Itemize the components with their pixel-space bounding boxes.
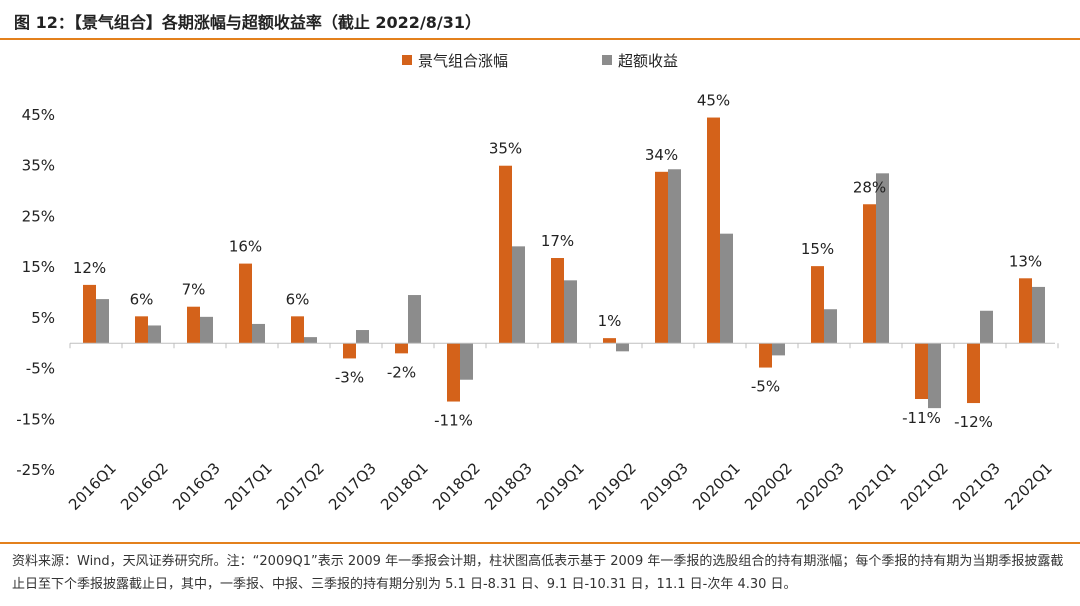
- x-category-label: 2016Q3: [169, 459, 224, 514]
- x-category-label: 2020Q1: [689, 459, 744, 514]
- bar-series1: [83, 284, 96, 344]
- data-label: 6%: [286, 290, 310, 308]
- data-label: 6%: [130, 290, 154, 308]
- bar-series1: [1019, 278, 1032, 344]
- x-category-label: 2020Q3: [793, 459, 848, 514]
- bar-series1: [343, 343, 356, 359]
- data-label: 17%: [541, 232, 574, 250]
- data-label: -11%: [434, 412, 473, 430]
- bar-series1: [187, 306, 200, 344]
- chart-legend: 景气组合涨幅 超额收益: [402, 52, 678, 70]
- bar-series1: [811, 266, 824, 344]
- data-label: 12%: [73, 259, 106, 277]
- bar-series2: [616, 343, 629, 352]
- bar-series1: [759, 343, 772, 368]
- bar-series2: [408, 295, 421, 344]
- x-category-label: 2021Q1: [845, 459, 900, 514]
- data-label: -11%: [902, 409, 941, 427]
- bar-series1: [915, 343, 928, 399]
- bar-series2: [824, 309, 837, 344]
- title-divider: [0, 38, 1080, 40]
- y-tick-label: 35%: [22, 157, 55, 175]
- bar-series2: [564, 280, 577, 344]
- legend-swatch-series1: [402, 55, 412, 65]
- figure-title: 图 12：【景气组合】各期涨幅与超额收益率（截止 2022/8/31）: [14, 13, 482, 32]
- bar-chart: 景气组合涨幅 超额收益 45% 35% 25% 15% 5% -5% -15% -25% 12…: [16, 52, 1059, 514]
- x-category-label: 2020Q2: [741, 459, 796, 514]
- bar-series2: [772, 343, 785, 356]
- data-label: 45%: [697, 92, 730, 110]
- bar-series2: [356, 330, 369, 344]
- y-tick-label: 45%: [22, 106, 55, 124]
- bar-series1: [499, 165, 512, 344]
- bar-series2: [876, 173, 889, 344]
- bar-series1: [603, 338, 616, 344]
- x-category-label: 2017Q1: [221, 459, 276, 514]
- x-category-label: 2018Q1: [377, 459, 432, 514]
- y-tick-label: 15%: [22, 258, 55, 276]
- bar-series: [83, 117, 1045, 409]
- data-label: -12%: [954, 413, 993, 431]
- bar-series1: [551, 258, 564, 344]
- bar-series2: [148, 325, 161, 344]
- data-labels: 12% 6% 7% 16% 6% -3% -2% -11% 35% 17% 1% 34% 45% -5% 1…: [73, 92, 1042, 432]
- bar-series2: [96, 299, 109, 344]
- bar-series2: [512, 246, 525, 344]
- y-tick-label: -25%: [16, 461, 55, 479]
- bar-series1: [655, 171, 668, 344]
- bar-series2: [980, 310, 993, 344]
- x-category-label: 2021Q2: [897, 459, 952, 514]
- bar-series1: [863, 204, 876, 344]
- data-label: 28%: [853, 178, 886, 196]
- bar-series1: [967, 343, 980, 404]
- x-category-label: 2202Q1: [1001, 459, 1056, 514]
- x-category-label: 2016Q2: [117, 459, 172, 514]
- x-category-label: 2018Q2: [429, 459, 484, 514]
- data-label: 16%: [229, 238, 262, 256]
- legend-label-series2: 超额收益: [618, 52, 678, 70]
- bar-series1: [239, 263, 252, 344]
- x-category-label: 2021Q3: [949, 459, 1004, 514]
- bar-series2: [1032, 286, 1045, 344]
- x-category-label: 2017Q3: [325, 459, 380, 514]
- data-label: 35%: [489, 140, 522, 158]
- x-category-label: 2018Q3: [481, 459, 536, 514]
- data-label: -3%: [335, 368, 364, 386]
- bar-series1: [395, 343, 408, 354]
- bar-series1: [447, 343, 460, 402]
- y-tick-label: -15%: [16, 410, 55, 428]
- y-tick-label: -5%: [26, 360, 55, 378]
- x-category-label: 2016Q1: [65, 459, 120, 514]
- legend-label-series1: 景气组合涨幅: [418, 52, 508, 70]
- data-label: 7%: [182, 281, 206, 299]
- x-category-label: 2019Q3: [637, 459, 692, 514]
- y-tick-label: 5%: [31, 309, 55, 327]
- data-label: -5%: [751, 378, 780, 396]
- footnote-divider: [0, 542, 1080, 544]
- source-footnote: 资料来源：Wind，天风证券研究所。注：“2009Q1”表示 2009 年一季报…: [12, 554, 1064, 592]
- bar-series2: [928, 343, 941, 409]
- bar-series2: [460, 343, 473, 380]
- bar-series2: [304, 337, 317, 344]
- bar-series2: [252, 323, 265, 344]
- bar-series2: [720, 233, 733, 344]
- x-category-label: 2019Q1: [533, 459, 588, 514]
- y-tick-label: 25%: [22, 207, 55, 225]
- x-axis: 2016Q12016Q22016Q32017Q12017Q22017Q32018…: [65, 343, 1059, 514]
- data-label: 15%: [801, 240, 834, 258]
- legend-swatch-series2: [602, 55, 612, 65]
- bar-series1: [707, 117, 720, 344]
- bar-series1: [291, 316, 304, 344]
- data-label: 1%: [598, 312, 622, 330]
- bar-series1: [135, 316, 148, 344]
- bar-series2: [200, 316, 213, 344]
- data-label: 13%: [1009, 252, 1042, 270]
- x-category-label: 2019Q2: [585, 459, 640, 514]
- y-axis: 45% 35% 25% 15% 5% -5% -15% -25%: [16, 106, 55, 479]
- x-category-label: 2017Q2: [273, 459, 328, 514]
- data-label: 34%: [645, 146, 678, 164]
- data-label: -2%: [387, 363, 416, 381]
- bar-series2: [668, 169, 681, 344]
